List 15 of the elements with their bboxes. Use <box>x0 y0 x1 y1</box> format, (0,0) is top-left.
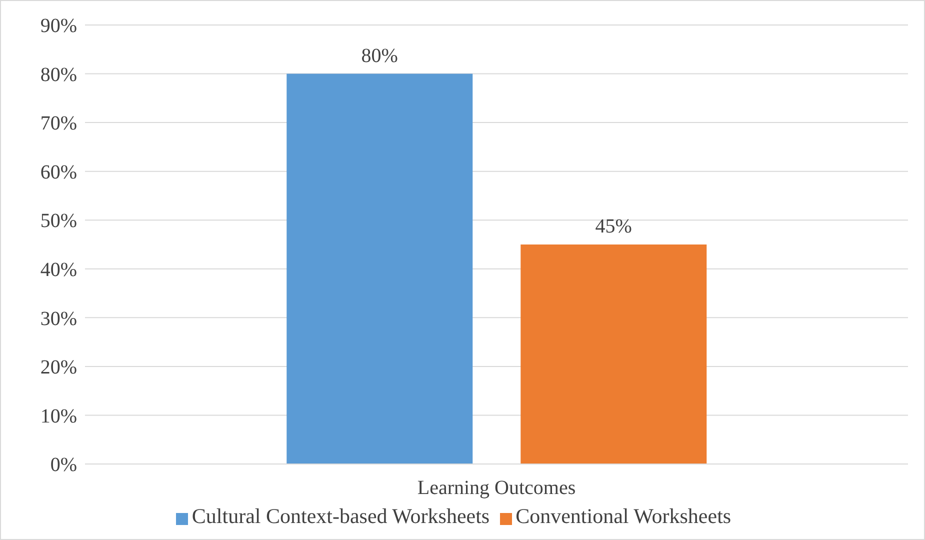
y-tick-label: 0% <box>50 454 77 476</box>
data-label: 45% <box>595 216 632 238</box>
y-tick-label: 40% <box>40 258 77 281</box>
y-tick-label: 10% <box>40 405 77 428</box>
y-tick-label: 30% <box>40 308 77 330</box>
y-tick-label: 50% <box>40 210 77 232</box>
x-tick-label: Learning Outcomes <box>417 477 576 500</box>
y-tick-label: 90% <box>40 15 77 38</box>
y-tick-label: 80% <box>40 64 77 86</box>
data-label: 80% <box>361 44 398 67</box>
y-tick-label: 70% <box>40 112 77 135</box>
y-tick-label: 20% <box>40 356 77 379</box>
legend-label: Conventional Worksheets <box>516 504 732 528</box>
legend-label: Cultural Context-based Worksheets <box>192 504 490 528</box>
y-tick-label: 60% <box>40 161 77 184</box>
